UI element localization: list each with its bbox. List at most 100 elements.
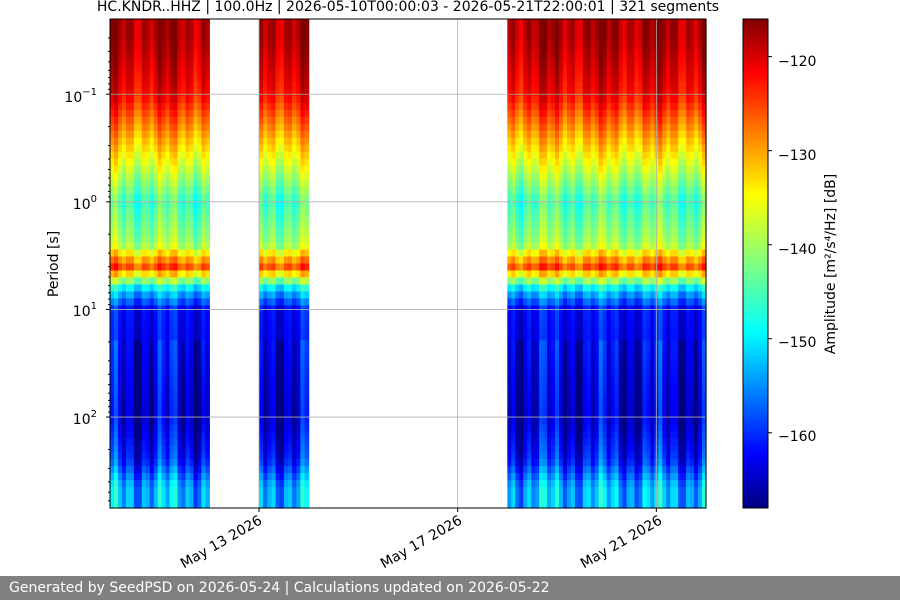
heatmap-cell [555, 109, 560, 118]
heatmap-cell [133, 46, 139, 55]
heatmap-cell [185, 368, 191, 376]
heatmap-cell [117, 298, 123, 307]
heatmap-cell [598, 284, 604, 293]
heatmap-cell [153, 361, 159, 369]
heatmap-cell [121, 249, 127, 258]
heatmap-cell [125, 116, 131, 125]
heatmap-cell [586, 368, 592, 376]
heatmap-cell [129, 382, 135, 390]
heatmap-cell [129, 452, 135, 460]
heatmap-cell [169, 60, 175, 69]
heatmap-cell [300, 242, 306, 251]
heatmap-cell [622, 137, 628, 146]
heatmap-cell [602, 319, 608, 327]
heatmap-cell [296, 193, 301, 202]
heatmap-cell [602, 200, 608, 209]
heatmap-cell [153, 74, 159, 83]
heatmap-cell [137, 74, 143, 83]
heatmap-cell [197, 270, 202, 279]
heatmap-cell [271, 221, 277, 230]
heatmap-cell [296, 25, 301, 34]
heatmap-cell [511, 396, 516, 404]
heatmap-cell [267, 466, 273, 474]
heatmap-cell [137, 200, 143, 209]
heatmap-cell [507, 284, 512, 293]
heatmap-cell [149, 81, 155, 90]
heatmap-cell [586, 389, 592, 397]
heatmap-cell [586, 137, 592, 146]
heatmap-cell [547, 354, 552, 362]
heatmap-cell [543, 32, 548, 41]
heatmap-cell [622, 123, 628, 132]
heatmap-cell [292, 165, 297, 174]
heatmap-cell [173, 466, 179, 474]
heatmap-cell [586, 473, 592, 481]
heatmap-cell [129, 431, 135, 439]
heatmap-cell [622, 95, 628, 104]
heatmap-cell [543, 382, 548, 390]
heatmap-cell [165, 354, 171, 362]
heatmap-cell [121, 193, 127, 202]
heatmap-cell [642, 60, 647, 69]
heatmap-cell [275, 347, 281, 355]
heatmap-cell [259, 466, 264, 474]
heatmap-cell [193, 235, 199, 244]
heatmap-cell [205, 410, 210, 418]
heatmap-cell [590, 88, 596, 97]
heatmap-cell [181, 368, 187, 376]
heatmap-cell [259, 46, 264, 55]
heatmap-cell [263, 382, 268, 390]
heatmap-cell [634, 459, 640, 467]
heatmap-cell [110, 319, 115, 327]
heatmap-cell [574, 319, 580, 327]
heatmap-cell [141, 207, 147, 216]
heatmap-cell [267, 438, 273, 446]
heatmap-cell [271, 368, 277, 376]
heatmap-cell [185, 172, 191, 181]
heatmap-cell [201, 102, 206, 111]
heatmap-cell [586, 466, 592, 474]
heatmap-cell [304, 466, 310, 474]
heatmap-cell [117, 487, 123, 495]
heatmap-cell [189, 137, 195, 146]
heatmap-cell [169, 214, 175, 223]
heatmap-cell [558, 410, 564, 418]
heatmap-cell [630, 116, 636, 125]
heatmap-cell [125, 445, 131, 453]
heatmap-cell [566, 445, 572, 453]
heatmap-cell [535, 200, 540, 209]
heatmap-cell [511, 249, 516, 258]
heatmap-cell [586, 144, 592, 153]
heatmap-cell [614, 19, 620, 27]
heatmap-cell [566, 109, 572, 118]
heatmap-cell [570, 473, 576, 481]
heatmap-cell [300, 221, 306, 230]
heatmap-cell [511, 144, 516, 153]
heatmap-cell [594, 361, 600, 369]
heatmap-cell [566, 102, 572, 111]
heatmap-cell [638, 179, 644, 188]
heatmap-cell [626, 291, 632, 300]
heatmap-cell [300, 25, 306, 34]
heatmap-cell [173, 81, 179, 90]
heatmap-cell [304, 165, 310, 174]
heatmap-cell [304, 186, 310, 195]
heatmap-cell [189, 207, 195, 216]
heatmap-cell [271, 480, 277, 488]
heatmap-cell [259, 382, 264, 390]
heatmap-cell [515, 123, 520, 132]
heatmap-cell [129, 501, 135, 509]
heatmap-cell [570, 32, 576, 41]
heatmap-cell [300, 431, 306, 439]
heatmap-cell [551, 487, 556, 495]
heatmap-cell [161, 452, 167, 460]
heatmap-cell [193, 319, 199, 327]
heatmap-cell [300, 501, 306, 509]
heatmap-cell [197, 333, 202, 341]
heatmap-cell [531, 326, 536, 334]
heatmap-cell [555, 361, 560, 369]
heatmap-cell [527, 137, 532, 146]
heatmap-cell [205, 151, 210, 160]
heatmap-cell [263, 403, 268, 411]
heatmap-cell [582, 466, 588, 474]
